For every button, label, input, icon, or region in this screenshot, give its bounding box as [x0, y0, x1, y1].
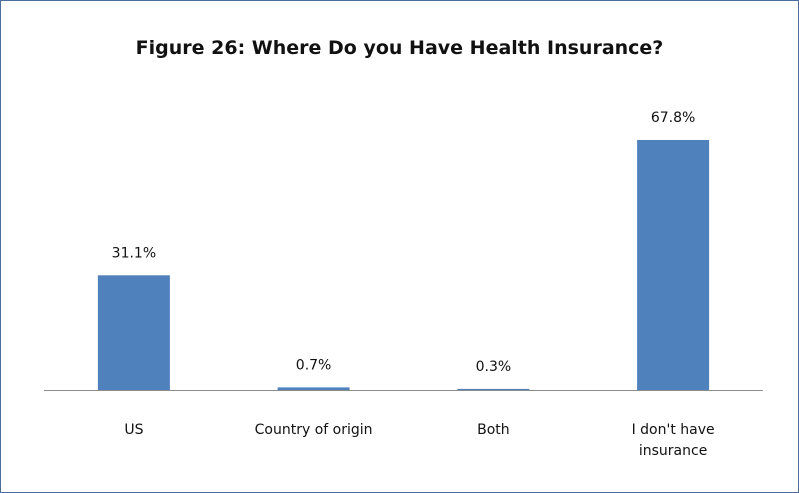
bar-1: [277, 387, 350, 390]
category-label-2: Both: [477, 422, 510, 438]
chart-title: Figure 26: Where Do you Have Health Insu…: [135, 37, 664, 59]
category-label-1: Country of origin: [255, 422, 373, 438]
data-label-2: 0.3%: [476, 359, 512, 375]
bar-2: [457, 388, 530, 390]
data-label-3: 67.8%: [651, 110, 695, 126]
bar-0: [97, 275, 170, 390]
data-label-1: 0.7%: [296, 357, 332, 373]
data-labels-layer: 31.1% 0.7% 0.3% 67.8%: [112, 110, 696, 375]
bar-3: [637, 140, 710, 390]
data-label-0: 31.1%: [112, 245, 156, 261]
bars-layer: [97, 140, 710, 390]
category-label-0: US: [124, 422, 143, 438]
category-label-3: I don't have insurance: [632, 422, 715, 459]
category-labels-layer: US Country of origin Both I don't have insur…: [124, 422, 714, 459]
